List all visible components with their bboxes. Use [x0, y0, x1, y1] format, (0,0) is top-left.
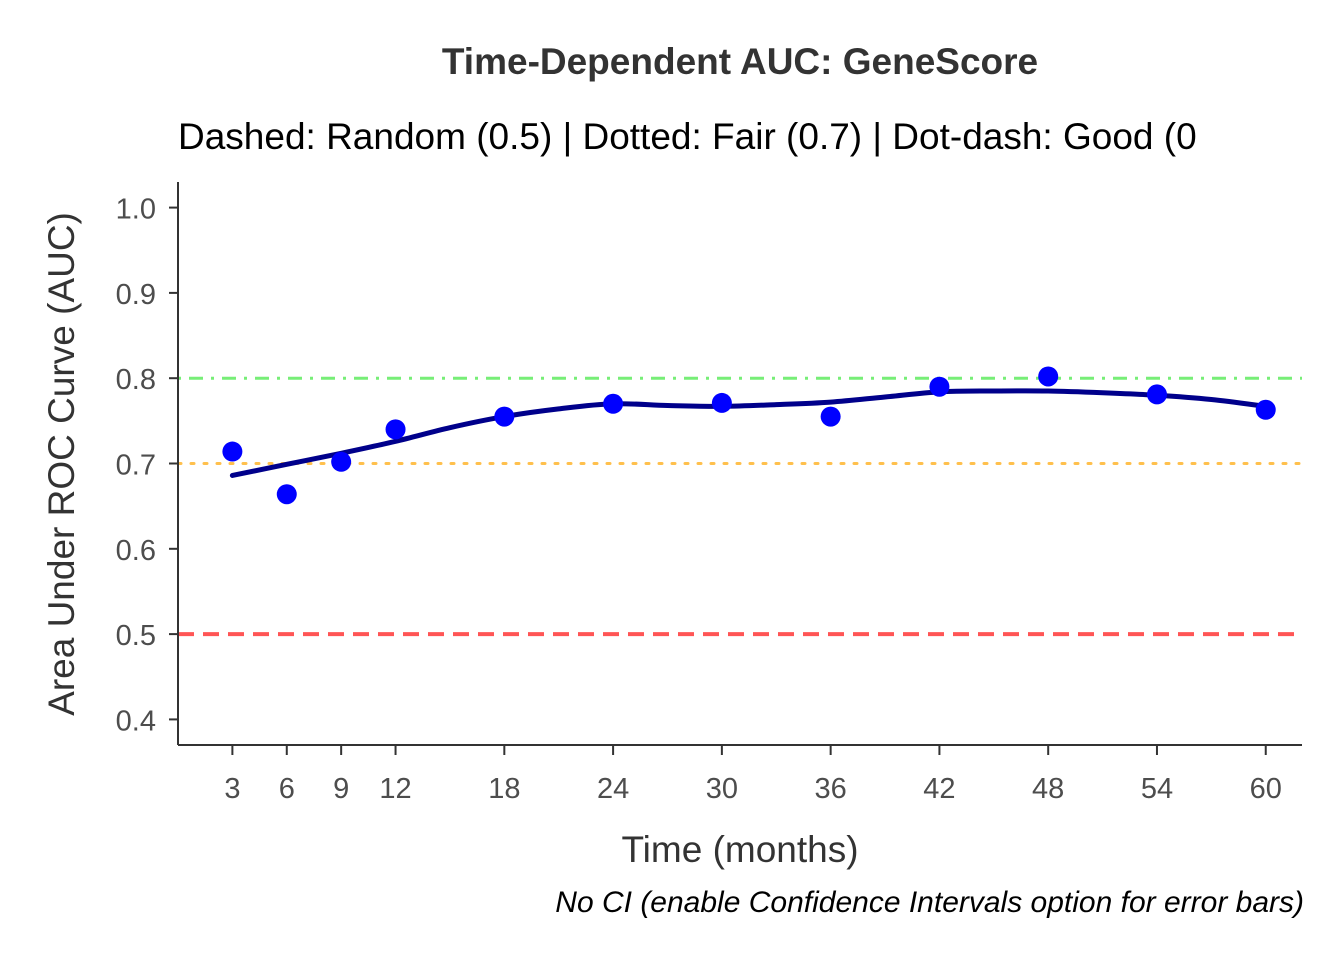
data-point	[331, 451, 352, 472]
smoothed-auc-line	[229, 388, 1269, 478]
chart-subtitle: Dashed: Random (0.5) | Dotted: Fair (0.7…	[178, 116, 1197, 157]
y-axis-label: Area Under ROC Curve (AUC)	[41, 212, 82, 716]
x-tick-label: 60	[1250, 773, 1282, 805]
data-points	[222, 366, 1276, 505]
data-point	[385, 419, 406, 440]
data-point	[929, 376, 950, 397]
x-tick-label: 24	[597, 773, 629, 805]
data-point	[820, 406, 841, 427]
x-tick-label: 12	[379, 773, 411, 805]
y-tick-label: 0.8	[116, 364, 156, 396]
x-tick-label: 54	[1141, 773, 1173, 805]
x-tick-label: 9	[333, 773, 349, 805]
y-tick-label: 0.5	[116, 620, 156, 652]
data-point	[494, 406, 515, 427]
x-tick-label: 42	[923, 773, 955, 805]
data-point	[1038, 366, 1059, 387]
data-point	[276, 484, 297, 505]
x-tick-label: 18	[488, 773, 520, 805]
data-point	[222, 441, 243, 462]
x-tick-label: 3	[224, 773, 240, 805]
chart-caption: No CI (enable Confidence Intervals optio…	[555, 886, 1304, 919]
data-point	[603, 393, 624, 414]
y-axis-ticks: 0.4 0.5 0.6 0.7 0.8 0.9 1.0	[116, 194, 178, 737]
y-tick-label: 0.6	[116, 535, 156, 567]
y-tick-label: 0.4	[116, 705, 156, 737]
chart-title: Time-Dependent AUC: GeneScore	[442, 41, 1038, 82]
x-tick-label: 6	[279, 773, 295, 805]
x-tick-label: 48	[1032, 773, 1064, 805]
x-tick-label: 30	[706, 773, 738, 805]
y-tick-label: 0.9	[116, 279, 156, 311]
reference-lines	[176, 376, 1304, 637]
x-tick-label: 36	[815, 773, 847, 805]
data-point	[1146, 384, 1167, 405]
y-tick-label: 0.7	[116, 450, 156, 482]
data-point	[1255, 399, 1276, 420]
smooth-line-group	[229, 388, 1269, 478]
y-tick-label: 1.0	[116, 194, 156, 226]
x-axis-ticks: 3 6 9 12 18 24 30 36 42 48 54 60	[224, 745, 1282, 805]
data-point	[711, 392, 732, 413]
x-axis-label: Time (months)	[621, 829, 858, 870]
